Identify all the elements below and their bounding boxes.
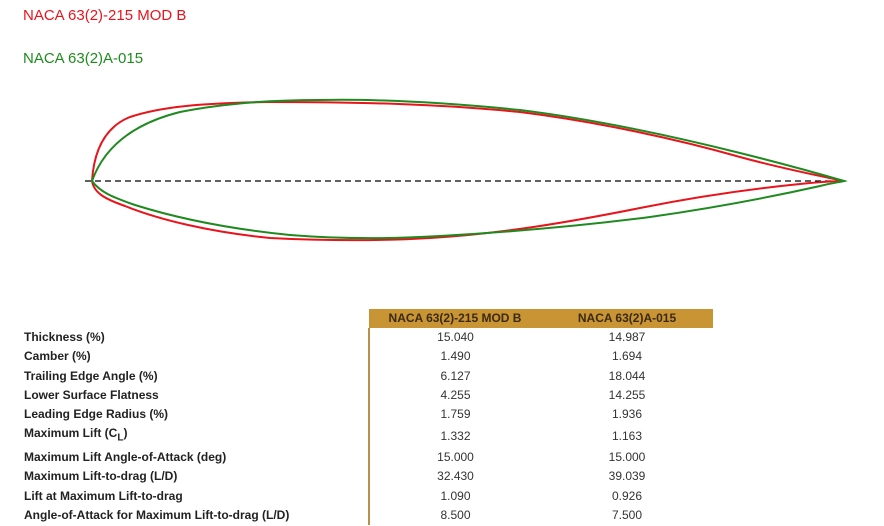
- table-header-row: NACA 63(2)-215 MOD B NACA 63(2)A-015: [20, 309, 713, 328]
- value-series-1: 1.490: [368, 347, 541, 367]
- value-series-2: 0.926: [611, 488, 643, 503]
- value-series-1: 1.759: [368, 405, 541, 425]
- header-naca-63-2a-015: NACA 63(2)A-015: [541, 309, 713, 328]
- row-label-max-lift-aoa: Maximum Lift Angle-of-Attack (deg): [24, 450, 227, 465]
- value-series-1: 8.500: [368, 505, 541, 526]
- value-series-2: 14.987: [608, 330, 646, 345]
- label-text: Maximum Lift (C: [24, 426, 118, 441]
- airfoil-naca-63-2a-015: [90, 98, 848, 240]
- value-series-2: 14.255: [608, 388, 646, 403]
- row-label-max-lift-to-drag: Maximum Lift-to-drag (L/D): [24, 469, 178, 484]
- row-label-lift-at-max-ld: Lift at Maximum Lift-to-drag: [24, 488, 183, 503]
- value-series-1: 4.255: [368, 385, 541, 406]
- value-series-2: 39.039: [608, 469, 646, 484]
- table-row: Maximum Lift-to-drag (L/D) 32.430 39.039: [20, 467, 713, 487]
- row-label-trailing-edge-angle: Trailing Edge Angle (%): [24, 368, 158, 383]
- table-row: Trailing Edge Angle (%) 6.127 18.044: [20, 366, 713, 386]
- legend-naca-63-2a-015: NACA 63(2)A-015: [23, 50, 144, 67]
- airfoil-properties-table: NACA 63(2)-215 MOD B NACA 63(2)A-015 Thi…: [20, 309, 713, 526]
- table-row: Maximum Lift (CL) 1.332 1.163: [20, 424, 713, 448]
- value-series-2: 1.694: [611, 349, 643, 364]
- value-series-1: 1.332: [368, 424, 541, 448]
- row-label-lower-surface-flatness: Lower Surface Flatness: [24, 388, 159, 403]
- value-series-1: 1.090: [368, 486, 541, 506]
- header-blank: [20, 309, 369, 328]
- table-row: Thickness (%) 15.040 14.987: [20, 328, 713, 348]
- value-series-2: 18.044: [608, 368, 646, 383]
- airfoil-naca-63-2-215-mod-b: [90, 100, 845, 242]
- label-end: ): [123, 426, 128, 441]
- table-row: Lift at Maximum Lift-to-drag 1.090 0.926: [20, 486, 713, 506]
- table-row: Leading Edge Radius (%) 1.759 1.936: [20, 405, 713, 425]
- row-label-aoa-for-max-ld: Angle-of-Attack for Maximum Lift-to-drag…: [24, 507, 290, 522]
- table-row: Camber (%) 1.490 1.694: [20, 347, 713, 367]
- value-series-1: 15.040: [368, 328, 541, 348]
- row-label-thickness: Thickness (%): [24, 330, 105, 345]
- value-series-2: 1.163: [611, 428, 643, 443]
- row-label-leading-edge-radius: Leading Edge Radius (%): [24, 407, 169, 422]
- value-series-2: 7.500: [611, 507, 643, 522]
- row-label-maximum-lift: Maximum Lift (CL): [20, 424, 369, 447]
- airfoil-plot: [85, 98, 848, 242]
- header-naca-63-2-215-mod-b: NACA 63(2)-215 MOD B: [369, 309, 541, 328]
- table-row: Lower Surface Flatness 4.255 14.255: [20, 385, 713, 406]
- value-series-2: 15.000: [608, 450, 646, 465]
- value-series-2: 1.936: [611, 407, 643, 422]
- value-series-1: 6.127: [368, 366, 541, 386]
- value-series-1: 15.000: [368, 447, 541, 468]
- value-series-1: 32.430: [368, 467, 541, 487]
- legend-naca-63-2-215-mod-b: NACA 63(2)-215 MOD B: [23, 7, 187, 24]
- label-subscript: L: [117, 432, 124, 444]
- table-row: Maximum Lift Angle-of-Attack (deg) 15.00…: [20, 447, 713, 468]
- row-label-camber: Camber (%): [24, 349, 91, 364]
- table-row: Angle-of-Attack for Maximum Lift-to-drag…: [20, 505, 713, 526]
